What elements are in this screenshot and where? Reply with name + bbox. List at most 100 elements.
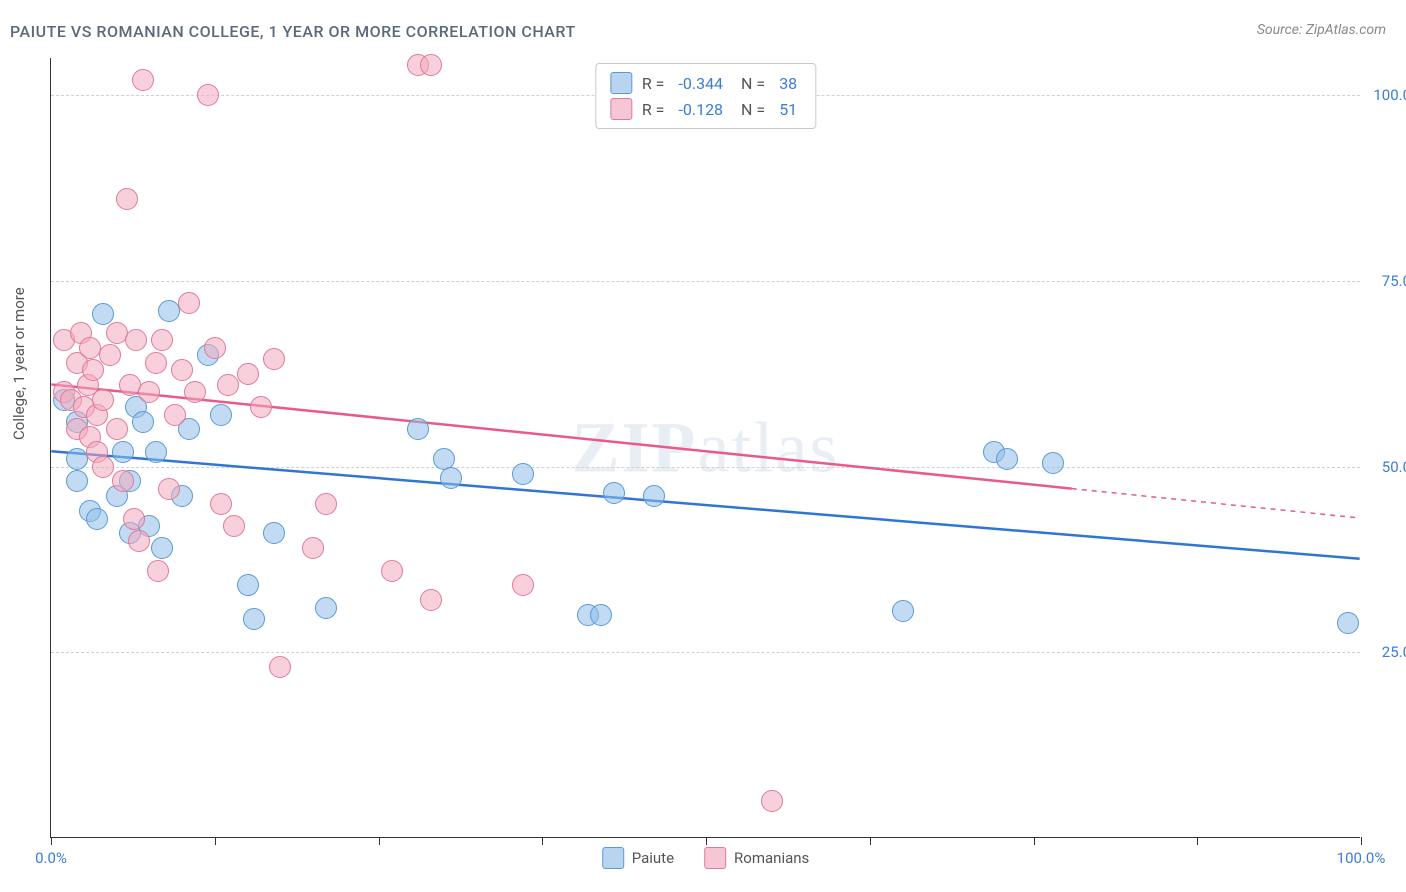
- gridline: [51, 652, 1360, 653]
- source-label: Source: ZipAtlas.com: [1257, 22, 1386, 38]
- scatter-point: [116, 188, 138, 210]
- scatter-point: [996, 448, 1018, 470]
- scatter-point: [123, 508, 145, 530]
- scatter-point: [158, 478, 180, 500]
- scatter-point: [440, 467, 462, 489]
- xtick: [870, 837, 871, 845]
- xtick: [542, 837, 543, 845]
- scatter-point: [210, 404, 232, 426]
- plot-area: ZIPatlas 25.0%50.0%75.0%100.0% 0.0%100.0…: [50, 58, 1360, 838]
- watermark: ZIPatlas: [572, 406, 840, 489]
- scatter-point: [92, 456, 114, 478]
- ytick-label: 50.0%: [1382, 458, 1406, 476]
- legend-swatch: [610, 98, 632, 120]
- legend-r-value: -0.344: [674, 74, 727, 93]
- scatter-point: [132, 411, 154, 433]
- scatter-point: [512, 463, 534, 485]
- scatter-point: [92, 389, 114, 411]
- legend-label: Paiute: [632, 849, 674, 867]
- legend-r-label: R =: [642, 74, 665, 93]
- trendline: [51, 384, 1071, 488]
- scatter-point: [1337, 612, 1359, 634]
- scatter-point: [112, 470, 134, 492]
- legend-n-label: N =: [737, 100, 765, 119]
- scatter-point: [263, 348, 285, 370]
- xtick: [706, 837, 707, 845]
- scatter-point: [603, 482, 625, 504]
- scatter-point: [381, 560, 403, 582]
- legend-n-value: 38: [775, 74, 801, 93]
- scatter-point: [223, 515, 245, 537]
- scatter-point: [1042, 452, 1064, 474]
- scatter-point: [407, 418, 429, 440]
- scatter-point: [106, 418, 128, 440]
- scatter-point: [147, 560, 169, 582]
- scatter-point: [204, 337, 226, 359]
- trend-lines: [51, 58, 1360, 837]
- legend-r-label: R =: [642, 100, 665, 119]
- legend-row: R = -0.128 N = 51: [610, 96, 801, 122]
- ytick-label: 25.0%: [1382, 643, 1406, 661]
- scatter-point: [210, 493, 232, 515]
- y-axis-label: College, 1 year or more: [10, 287, 28, 440]
- scatter-point: [892, 600, 914, 622]
- legend-row: R = -0.344 N = 38: [610, 70, 801, 96]
- scatter-point: [86, 508, 108, 530]
- scatter-point: [66, 470, 88, 492]
- ytick-label: 75.0%: [1382, 272, 1406, 290]
- scatter-point: [643, 485, 665, 507]
- legend-n-value: 51: [775, 100, 801, 119]
- scatter-point: [197, 84, 219, 106]
- legend-swatch: [610, 72, 632, 94]
- legend-item: Romanians: [704, 847, 809, 869]
- scatter-point: [178, 292, 200, 314]
- scatter-point: [125, 329, 147, 351]
- scatter-point: [243, 608, 265, 630]
- xtick: [215, 837, 216, 845]
- scatter-point: [184, 381, 206, 403]
- chart-container: PAIUTE VS ROMANIAN COLLEGE, 1 YEAR OR MO…: [0, 0, 1406, 892]
- scatter-point: [145, 441, 167, 463]
- scatter-point: [761, 790, 783, 812]
- scatter-point: [269, 656, 291, 678]
- chart-title: PAIUTE VS ROMANIAN COLLEGE, 1 YEAR OR MO…: [10, 22, 576, 41]
- scatter-point: [138, 381, 160, 403]
- xtick: [379, 837, 380, 845]
- scatter-point: [263, 522, 285, 544]
- legend-series: Paiute Romanians: [602, 847, 810, 869]
- scatter-point: [302, 537, 324, 559]
- legend-swatch: [602, 847, 624, 869]
- scatter-point: [151, 537, 173, 559]
- scatter-point: [250, 396, 272, 418]
- scatter-point: [112, 441, 134, 463]
- trendline-dashed: [1072, 489, 1360, 518]
- scatter-point: [164, 404, 186, 426]
- xtick: [1197, 837, 1198, 845]
- scatter-point: [315, 493, 337, 515]
- scatter-point: [217, 374, 239, 396]
- scatter-point: [132, 69, 154, 91]
- scatter-point: [99, 344, 121, 366]
- legend-label: Romanians: [734, 849, 809, 867]
- legend-swatch: [704, 847, 726, 869]
- ytick-label: 100.0%: [1373, 86, 1406, 104]
- legend-n-label: N =: [737, 74, 765, 93]
- scatter-point: [171, 359, 193, 381]
- scatter-point: [420, 589, 442, 611]
- legend-item: Paiute: [602, 847, 674, 869]
- legend-r-value: -0.128: [674, 100, 727, 119]
- gridline: [51, 467, 1360, 468]
- scatter-point: [420, 54, 442, 76]
- scatter-point: [237, 574, 259, 596]
- scatter-point: [315, 597, 337, 619]
- scatter-point: [151, 329, 173, 351]
- scatter-point: [512, 574, 534, 596]
- xtick: [1361, 837, 1362, 845]
- scatter-point: [145, 352, 167, 374]
- scatter-point: [237, 363, 259, 385]
- xtick-label: 100.0%: [1337, 849, 1386, 867]
- xtick: [51, 837, 52, 845]
- xtick-label: 0.0%: [35, 849, 67, 867]
- xtick: [1034, 837, 1035, 845]
- scatter-point: [128, 530, 150, 552]
